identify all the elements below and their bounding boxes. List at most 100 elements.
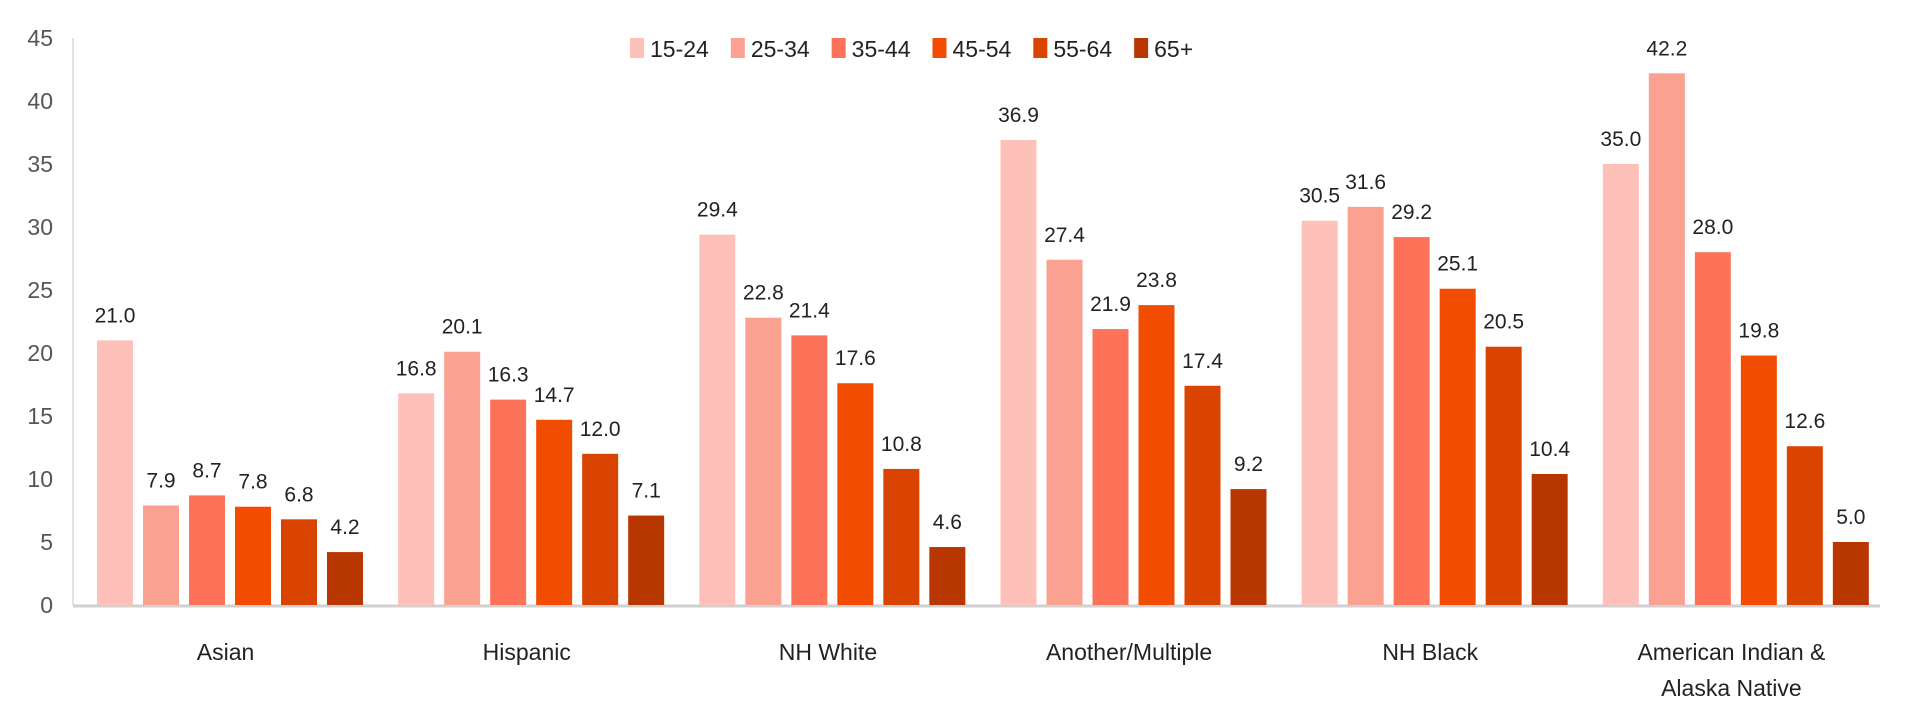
data-label: 35.0	[1600, 128, 1641, 151]
bar-15-24-NH Black	[1301, 220, 1338, 605]
bar-15-24-Asian	[97, 340, 133, 605]
data-label: 19.8	[1738, 320, 1779, 343]
legend-swatch-65+	[1134, 38, 1149, 58]
bar-45-54-NH White	[837, 383, 874, 605]
bar-15-24-Another/Multiple	[1000, 140, 1037, 605]
data-label: 31.6	[1345, 171, 1386, 194]
x-category-label: Another/Multiple	[1046, 639, 1212, 665]
bar-45-54-Asian	[235, 506, 271, 605]
legend-label: 55-64	[1053, 36, 1112, 62]
bar-15-24-Hispanic	[398, 393, 435, 605]
data-label: 23.8	[1136, 269, 1177, 292]
bar-45-54-NH Black	[1439, 288, 1476, 605]
data-label: 7.8	[238, 471, 267, 494]
bar-35-44-Hispanic	[490, 399, 527, 605]
data-label: 17.6	[835, 347, 876, 370]
data-label: 7.1	[632, 480, 661, 503]
data-label: 27.4	[1044, 224, 1085, 247]
data-label: 9.2	[1234, 453, 1263, 476]
bar-25-34-American Indian & Alaska Native	[1648, 73, 1685, 605]
data-label: 8.7	[192, 459, 221, 482]
data-label: 28.0	[1692, 216, 1733, 239]
data-label: 14.7	[534, 384, 575, 407]
legend-swatch-55-64	[1033, 38, 1048, 58]
data-label: 36.9	[998, 104, 1039, 127]
bar-55-64-Hispanic	[582, 453, 619, 605]
bar-45-54-Another/Multiple	[1138, 305, 1175, 605]
bar-15-24-American Indian & Alaska Native	[1602, 164, 1639, 605]
data-label: 20.5	[1483, 311, 1524, 334]
bar-55-64-Another/Multiple	[1184, 385, 1221, 605]
y-tick-label: 5	[40, 529, 53, 555]
data-label: 29.2	[1391, 201, 1432, 224]
legend-swatch-15-24	[630, 38, 644, 58]
data-label: 30.5	[1299, 185, 1340, 208]
legend-label: 25-34	[751, 36, 810, 62]
bar-45-54-Hispanic	[536, 419, 573, 605]
bar-55-64-Asian	[281, 519, 317, 605]
data-label: 10.4	[1529, 438, 1570, 461]
data-label: 4.6	[933, 511, 962, 534]
bar-65+-Asian	[327, 552, 363, 605]
legend-label: 65+	[1154, 36, 1193, 62]
legend-swatch-25-34	[730, 38, 745, 58]
x-category-label: NH Black	[1382, 639, 1478, 665]
data-label: 10.8	[881, 433, 922, 456]
bar-25-34-NH Black	[1347, 206, 1384, 605]
bar-35-44-NH White	[791, 335, 828, 605]
bar-25-34-NH White	[745, 317, 782, 605]
y-tick-label: 40	[27, 88, 53, 114]
x-category-label: Alaska Native	[1661, 675, 1802, 701]
y-tick-label: 45	[27, 25, 53, 51]
y-tick-label: 25	[27, 277, 53, 303]
data-label: 12.0	[580, 418, 621, 441]
y-tick-label: 30	[27, 214, 53, 240]
bar-25-34-Asian	[143, 505, 179, 605]
bar-65+-Another/Multiple	[1230, 489, 1267, 605]
data-label: 6.8	[284, 483, 313, 506]
data-label: 7.9	[146, 469, 175, 492]
legend-label: 45-54	[952, 36, 1011, 62]
bar-35-44-Asian	[189, 495, 225, 605]
bar-65+-American Indian & Alaska Native	[1832, 542, 1869, 605]
data-label: 12.6	[1784, 410, 1825, 433]
bar-35-44-Another/Multiple	[1092, 329, 1129, 605]
data-label: 21.9	[1090, 293, 1131, 316]
data-label: 4.2	[330, 516, 359, 539]
x-category-label: Asian	[197, 639, 255, 665]
data-label: 16.8	[396, 357, 437, 380]
bar-35-44-American Indian & Alaska Native	[1694, 252, 1731, 605]
legend-label: 35-44	[852, 36, 911, 62]
data-label: 21.0	[95, 304, 136, 327]
bar-65+-NH White	[929, 547, 966, 605]
bar-25-34-Hispanic	[444, 351, 481, 605]
x-category-label: Hispanic	[483, 639, 571, 665]
y-tick-label: 0	[40, 592, 53, 618]
bar-55-64-American Indian & Alaska Native	[1786, 446, 1823, 605]
bar-15-24-NH White	[699, 234, 736, 605]
bar-45-54-American Indian & Alaska Native	[1740, 355, 1777, 605]
data-label: 17.4	[1182, 350, 1223, 373]
data-label: 16.3	[488, 364, 529, 387]
data-label: 21.4	[789, 299, 830, 322]
legend-swatch-35-44	[831, 38, 846, 58]
data-label: 20.1	[442, 316, 483, 339]
x-category-label: NH White	[779, 639, 877, 665]
bar-55-64-NH White	[883, 468, 920, 605]
data-label: 22.8	[743, 282, 784, 305]
bar-35-44-NH Black	[1393, 237, 1430, 605]
y-tick-label: 15	[27, 403, 53, 429]
y-tick-label: 10	[27, 466, 53, 492]
legend-swatch-45-54	[932, 38, 947, 58]
data-label: 25.1	[1437, 253, 1478, 276]
data-label: 29.4	[697, 199, 738, 222]
data-label: 5.0	[1836, 506, 1865, 529]
bar-25-34-Another/Multiple	[1046, 259, 1083, 605]
bar-55-64-NH Black	[1485, 346, 1522, 605]
bar-65+-Hispanic	[628, 515, 665, 605]
bar-65+-NH Black	[1531, 473, 1568, 605]
x-category-label: American Indian &	[1637, 639, 1825, 665]
y-tick-label: 35	[27, 151, 53, 177]
legend-label: 15-24	[650, 36, 709, 62]
